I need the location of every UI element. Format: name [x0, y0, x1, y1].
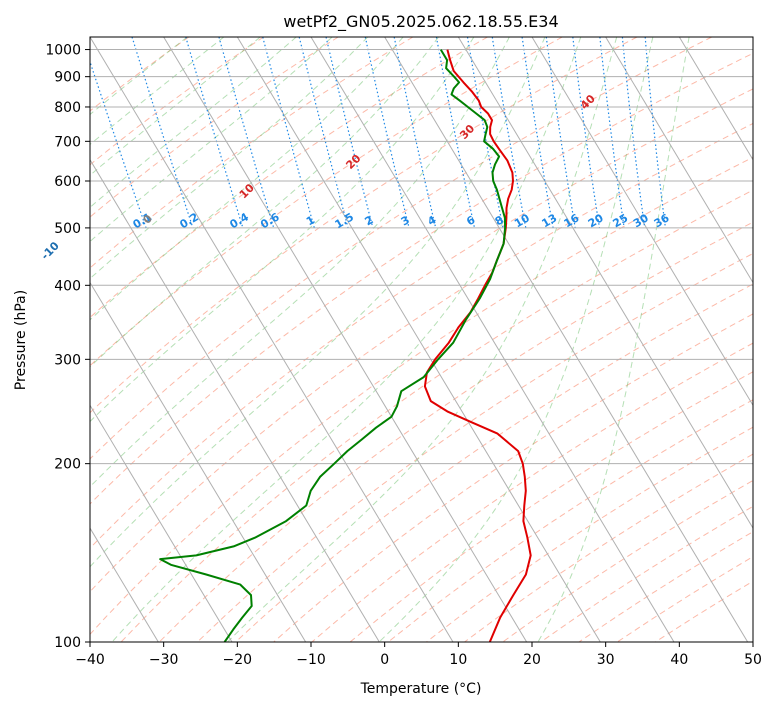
y-tick-label: 400 — [54, 278, 81, 294]
moist-adiabat — [90, 37, 439, 368]
mixing-ratio-label: 1 — [304, 213, 317, 228]
y-tick-label: 900 — [54, 70, 81, 86]
mixing-ratio-line — [262, 37, 315, 229]
mixing-ratio-line — [298, 37, 349, 229]
isotherm — [90, 37, 454, 642]
dry-adiabat-label: -10 — [39, 239, 62, 262]
dry-adiabat — [426, 426, 753, 642]
x-tick-label: 40 — [670, 652, 688, 668]
dry-adiabat-label: 10 — [237, 181, 257, 201]
dry-adiabat — [90, 37, 488, 319]
background-grid — [0, 37, 753, 642]
mixing-ratio-line — [393, 37, 437, 229]
moist-adiabat — [90, 37, 510, 488]
dry-adiabat-label: 30 — [457, 122, 477, 142]
dry-adiabat — [90, 52, 753, 505]
isotherm — [310, 37, 675, 642]
y-axis-label: Pressure (hPa) — [13, 290, 29, 390]
moist-adiabat — [90, 37, 546, 568]
y-tick-label: 1000 — [45, 43, 81, 59]
dry-adiabat-label: 40 — [578, 92, 598, 112]
moist-adiabat — [90, 37, 261, 176]
axes: −40 −30 −20 −10 0 10 20 30 40 50 1000 900 800 700 600 5… — [45, 43, 762, 668]
dewpoint-line — [159, 49, 507, 642]
dry-adiabat — [90, 37, 264, 166]
isotherm — [236, 37, 601, 642]
dry-adiabat — [90, 37, 712, 460]
chart-title: wetPf2_GN05.2025.062.18.55.E34 — [283, 12, 558, 32]
y-tick-label: 500 — [54, 221, 81, 237]
mixing-ratio-line — [521, 37, 554, 229]
isotherm — [90, 527, 159, 642]
isotherm — [163, 37, 528, 642]
x-axis-label: Temperature (°C) — [360, 681, 482, 697]
dry-adiabat — [90, 37, 190, 112]
dry-adiabat — [311, 342, 753, 642]
profile-series — [159, 49, 532, 642]
dry-adiabat — [349, 371, 753, 642]
dry-adiabat — [158, 221, 753, 642]
isotherm — [90, 281, 307, 642]
x-tick-label: 20 — [523, 652, 541, 668]
isotherm — [531, 37, 753, 407]
mixing-ratio-line — [545, 37, 576, 228]
isotherm — [457, 37, 753, 530]
x-tick-label: 50 — [744, 652, 762, 668]
moist-adiabat — [90, 37, 297, 208]
mixing-ratio-label: 3 — [399, 213, 412, 228]
dry-adiabat — [90, 37, 563, 367]
isotherm — [605, 37, 753, 284]
x-tick-label: −20 — [223, 652, 253, 668]
y-tick-label: 300 — [54, 352, 81, 368]
isotherm — [90, 158, 380, 642]
x-tick-label: 30 — [597, 652, 615, 668]
moist-adiabat — [90, 37, 369, 280]
dry-adiabat — [90, 122, 753, 593]
x-tick-label: −40 — [75, 652, 105, 668]
isotherm — [752, 37, 753, 38]
dry-adiabat — [616, 556, 753, 642]
y-tick-label: 700 — [54, 134, 81, 150]
x-tick-label: 0 — [380, 652, 389, 668]
x-tick-label: −30 — [149, 652, 179, 668]
mixing-ratio-line — [621, 37, 646, 228]
isotherm — [90, 404, 233, 642]
moist-adiabat — [90, 37, 225, 146]
y-tick-label: 100 — [54, 635, 81, 651]
mixing-ratio-line — [364, 37, 410, 229]
dry-adiabat — [90, 37, 339, 218]
y-tick-label: 800 — [54, 100, 81, 116]
isotherm — [384, 37, 749, 642]
isotherm — [0, 37, 11, 642]
moist-adiabat — [378, 37, 654, 642]
moist-adiabat — [537, 37, 690, 642]
dry-adiabat-label: 20 — [343, 152, 363, 172]
mixing-ratio-line — [185, 37, 244, 229]
dry-adiabat — [387, 399, 753, 642]
mixing-ratio-label: 4 — [425, 213, 438, 228]
mixing-ratio-line — [599, 37, 625, 228]
mixing-ratio-line — [218, 37, 275, 229]
dry-adiabat — [90, 37, 414, 269]
x-tick-label: 10 — [449, 652, 467, 668]
mixing-ratio-label: 6 — [464, 213, 477, 228]
y-tick-label: 600 — [54, 174, 81, 190]
dry-adiabat — [273, 313, 753, 642]
plot-frame — [89, 36, 754, 643]
mixing-ratio-line — [131, 37, 194, 229]
mixing-ratio-label: 2 — [363, 213, 376, 228]
x-tick-label: −10 — [296, 652, 326, 668]
mixing-ratio-line — [572, 37, 601, 228]
dry-adiabat — [90, 37, 638, 414]
mixing-ratio-line — [644, 37, 666, 228]
isotherm — [678, 37, 753, 161]
temperature-line — [423, 49, 532, 642]
moist-adiabat — [111, 37, 582, 642]
dry-adiabat — [197, 252, 753, 642]
mixing-ratio-line — [325, 37, 374, 229]
y-tick-label: 200 — [54, 457, 81, 473]
dry-adiabat — [120, 189, 753, 642]
